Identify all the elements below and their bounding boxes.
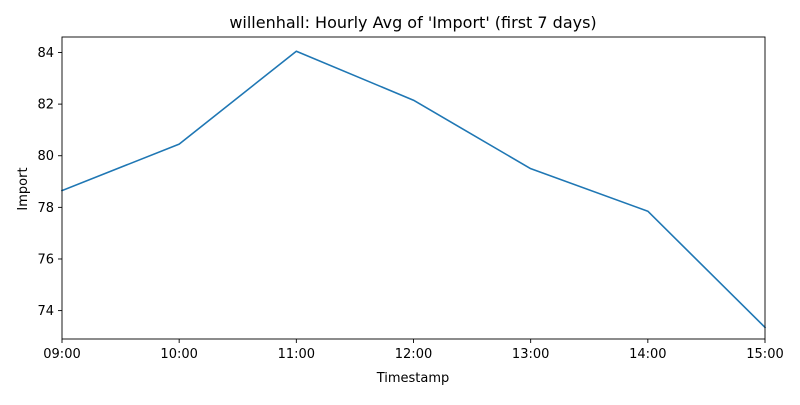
x-axis-label: Timestamp — [376, 371, 450, 386]
x-tick-label: 09:00 — [43, 347, 80, 362]
axes: 09:00 10:00 11:00 12:00 13:00 14:00 15:00 74 76 7… — [37, 36, 784, 362]
x-tick-label: 15:00 — [746, 347, 783, 362]
y-tick-label: 74 — [37, 304, 54, 319]
y-tick-label: 80 — [37, 149, 54, 164]
y-tick-label: 76 — [37, 252, 54, 267]
x-tick-label: 10:00 — [160, 347, 197, 362]
plot-area — [60, 50, 767, 329]
x-tick-label: 11:00 — [278, 347, 315, 362]
y-axis-label: Import — [16, 167, 31, 210]
x-tick-label: 13:00 — [512, 347, 549, 362]
series-line-0 — [60, 50, 767, 329]
y-tick-label: 78 — [37, 201, 54, 216]
y-tick-label: 82 — [37, 98, 54, 113]
y-tick-label: 84 — [37, 46, 54, 61]
chart-title: willenhall: Hourly Avg of 'Import' (firs… — [229, 13, 596, 32]
x-tick-label: 12:00 — [395, 347, 432, 362]
x-tick-label: 14:00 — [629, 347, 666, 362]
plot-frame — [61, 36, 766, 340]
